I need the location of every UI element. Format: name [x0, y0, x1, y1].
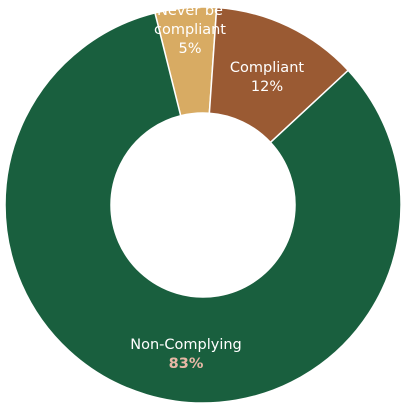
slice-label-compliant: Compliant 12%: [230, 60, 304, 95]
donut-slice-non-complying: [4, 12, 402, 404]
slice-value-non-complying: 83%: [169, 356, 204, 372]
slice-value-never-be-compliant: 5%: [178, 41, 201, 57]
slice-name-never-be-compliant-line-1: Never be: [157, 3, 223, 19]
slice-name-compliant-line-1: Compliant: [230, 60, 304, 76]
slice-label-non-complying: Non-Complying 83%: [130, 337, 242, 372]
slice-value-compliant: 12%: [251, 79, 283, 95]
slice-label-never-be-compliant: Never be compliant 5%: [154, 3, 226, 57]
slice-name-never-be-compliant-line-2: compliant: [154, 22, 226, 38]
slice-name-non-complying-line-1: Non-Complying: [130, 337, 242, 353]
